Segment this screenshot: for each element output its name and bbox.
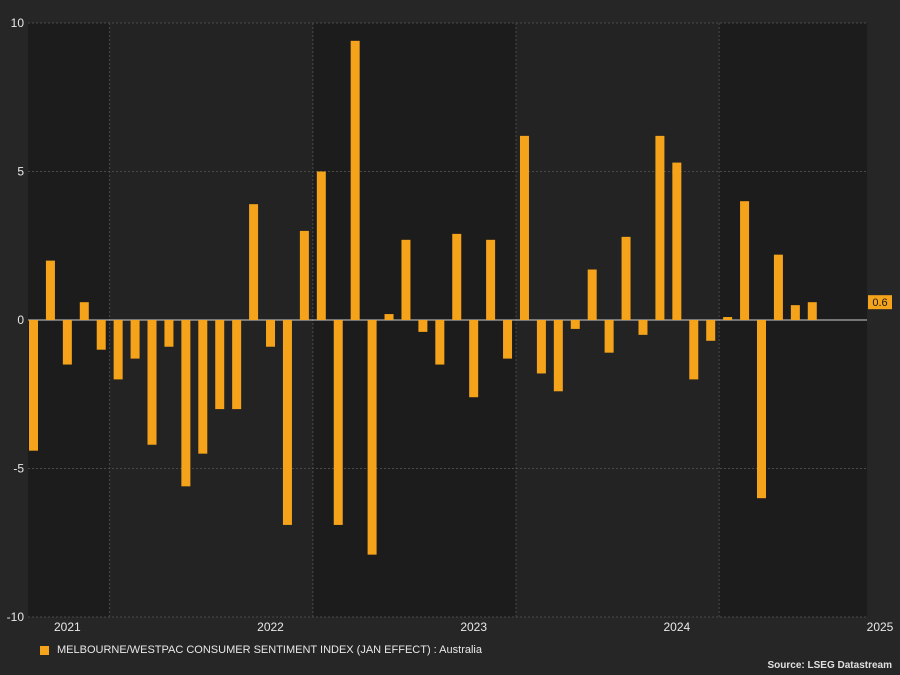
bar (536, 320, 546, 374)
bar (418, 320, 428, 332)
bar (519, 135, 529, 320)
bar (147, 320, 157, 445)
bar (96, 320, 106, 350)
y-tick-label: -5 (13, 462, 24, 476)
bar (638, 320, 648, 335)
bar (282, 320, 292, 525)
bar (45, 260, 55, 320)
bar (367, 320, 377, 555)
x-tick-label: 2023 (460, 620, 487, 634)
bar (723, 317, 733, 320)
x-tick-label: 2022 (257, 620, 284, 634)
bar (587, 269, 597, 320)
y-tick-label: -10 (7, 610, 25, 624)
bar (756, 320, 766, 499)
bar (316, 171, 326, 320)
bar (181, 320, 191, 487)
x-tick-label: 2024 (663, 620, 690, 634)
legend-label: MELBOURNE/WESTPAC CONSUMER SENTIMENT IND… (57, 644, 482, 656)
legend-swatch-icon (40, 645, 49, 655)
bar (655, 135, 665, 320)
last-value-label: 0.6 (872, 297, 887, 309)
bar (62, 320, 72, 365)
bar (790, 305, 800, 320)
bar (164, 320, 174, 347)
bar (503, 320, 513, 359)
y-tick-label: 0 (17, 313, 24, 327)
bar (570, 320, 580, 329)
bar (232, 320, 242, 410)
bar (807, 302, 817, 320)
bar (452, 233, 462, 320)
bar (773, 254, 783, 320)
bar (350, 40, 360, 320)
bar (130, 320, 140, 359)
bar (435, 320, 445, 365)
x-tick-label: 2021 (54, 620, 81, 634)
bar (384, 314, 394, 320)
bar (266, 320, 276, 347)
bar (401, 239, 411, 320)
bar (29, 320, 38, 451)
last-value-tag (868, 295, 892, 310)
bar (740, 201, 750, 320)
bar (333, 320, 343, 525)
bar (198, 320, 208, 454)
y-tick-label: 5 (17, 165, 24, 179)
bar (672, 162, 682, 320)
bar (249, 204, 259, 320)
bar (215, 320, 225, 410)
source-note: Source: LSEG Datastream (767, 660, 893, 671)
legend: MELBOURNE/WESTPAC CONSUMER SENTIMENT IND… (40, 644, 482, 656)
bar (604, 320, 614, 353)
bar (113, 320, 123, 380)
bar (299, 230, 309, 320)
bar (621, 236, 631, 320)
bar (79, 302, 89, 320)
bar (553, 320, 563, 392)
bar (706, 320, 716, 341)
bar (486, 239, 496, 320)
y-tick-label: 10 (11, 16, 25, 30)
x-tick-label: 2025 (867, 620, 894, 634)
bar (689, 320, 699, 380)
bar (469, 320, 479, 398)
